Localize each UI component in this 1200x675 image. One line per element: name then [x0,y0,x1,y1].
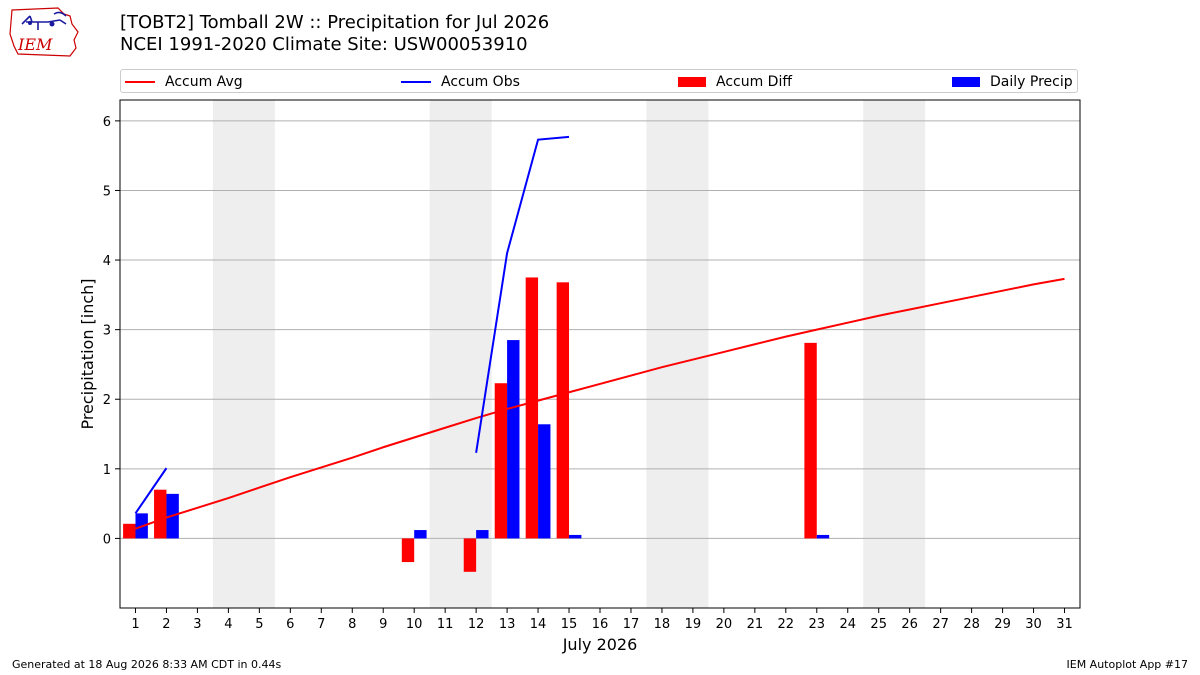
x-tick-label: 23 [809,617,826,632]
y-tick-label: 2 [103,393,111,408]
x-tick-label: 31 [1056,617,1073,632]
legend-swatch [678,77,706,87]
x-tick-label: 16 [592,617,609,632]
x-tick-label: 14 [530,617,547,632]
title-line-1: [TOBT2] Tomball 2W :: Precipitation for … [120,12,550,33]
x-tick-label: 19 [685,617,702,632]
x-tick-label: 29 [994,617,1011,632]
generated-timestamp: Generated at 18 Aug 2026 8:33 AM CDT in … [12,658,282,671]
x-tick-label: 20 [716,617,733,632]
plot-frame [119,99,1081,609]
legend-label: Accum Avg [165,74,243,90]
accum-diff-bar [401,538,415,563]
x-tick-label: 3 [193,617,201,632]
x-tick-label: 11 [437,617,454,632]
accum-diff-bar [525,277,539,539]
x-tick-label: 7 [317,617,325,632]
daily-precip-bar [816,534,830,539]
accum-diff-bar [463,538,477,572]
daily-precip-bar [507,340,520,539]
accum-diff-bar [494,383,508,539]
y-tick-label: 0 [103,532,111,547]
legend-item-accum-diff: Accum Diff [678,73,792,91]
y-tick-label: 5 [103,184,111,199]
app-credit: IEM Autoplot App #17 [1066,658,1189,671]
logo-text: IEM [17,35,53,54]
legend-label: Daily Precip [990,74,1073,90]
weekend-shade [212,100,275,608]
x-axis-label: July 2026 [562,635,638,654]
legend: Accum Avg Accum Obs Accum Diff Daily Pre… [120,69,1078,93]
y-axis-label: Precipitation [inch] [78,278,97,429]
daily-precip-bar [538,424,551,539]
x-tick-label: 15 [561,617,578,632]
x-tick-label: 13 [499,617,516,632]
y-tick-label: 6 [103,115,111,130]
x-tick-label: 10 [406,617,423,632]
accum-avg-line [135,277,1065,530]
x-tick-label: 12 [468,617,485,632]
weekend-shade [429,100,492,608]
chart-title: [TOBT2] Tomball 2W :: Precipitation for … [120,12,549,56]
x-tick-label: 25 [870,617,887,632]
iem-logo: IEM [9,7,79,57]
legend-item-accum-obs: Accum Obs [401,73,520,91]
x-tick-label: 22 [778,617,795,632]
x-tick-label: 26 [901,617,918,632]
legend-swatch [952,77,980,87]
x-tick-label: 18 [654,617,671,632]
x-tick-label: 8 [348,617,356,632]
x-tick-label: 2 [162,617,170,632]
y-tick-label: 1 [103,463,111,478]
legend-item-accum-avg: Accum Avg [125,73,243,91]
weekend-shade [863,100,926,608]
legend-label: Accum Diff [716,74,793,90]
legend-item-daily-precip: Daily Precip [952,73,1073,91]
accum-diff-bar [154,489,167,539]
x-tick-label: 5 [255,617,263,632]
x-tick-label: 24 [839,617,856,632]
accum-diff-bar [804,342,817,539]
accum-diff-bar [123,523,136,539]
daily-precip-bar [476,530,489,539]
legend-swatch [401,81,431,83]
x-tick-label: 9 [379,617,387,632]
x-tick-label: 1 [131,617,139,632]
legend-swatch [125,81,155,83]
x-tick-label: 21 [747,617,764,632]
x-tick-label: 4 [224,617,232,632]
x-tick-label: 6 [286,617,294,632]
accum-diff-bar [556,282,570,539]
daily-precip-bar [569,534,582,539]
y-tick-label: 3 [103,324,111,339]
accum-obs-line [134,467,168,514]
y-tick-label: 4 [103,254,111,269]
x-tick-label: 27 [932,617,949,632]
legend-label: Accum Obs [441,74,520,90]
title-line-2: NCEI 1991-2020 Climate Site: USW00053910 [120,34,528,55]
accum-obs-line [475,135,570,453]
x-tick-label: 30 [1025,617,1042,632]
weekend-shade [646,100,709,608]
x-tick-label: 28 [963,617,980,632]
daily-precip-bar [414,530,427,539]
x-tick-label: 17 [623,617,640,632]
